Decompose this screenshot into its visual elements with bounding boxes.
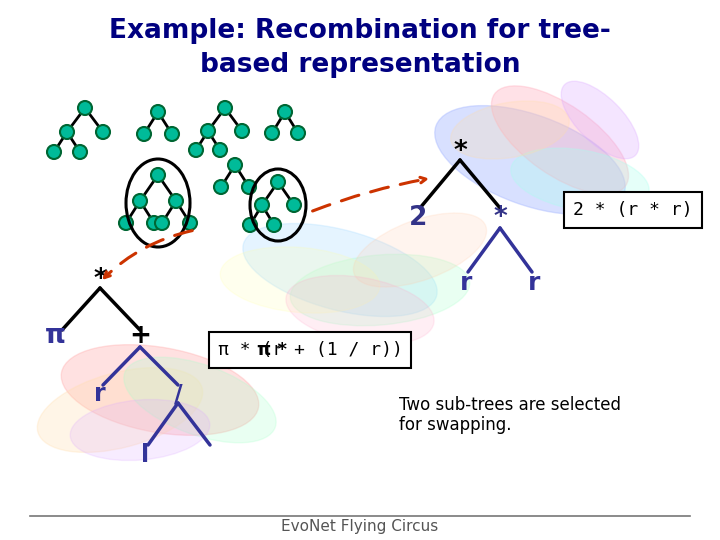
Circle shape	[271, 175, 285, 189]
Circle shape	[147, 216, 161, 230]
Ellipse shape	[243, 224, 437, 316]
Ellipse shape	[561, 81, 639, 159]
Circle shape	[218, 101, 232, 115]
Text: *: *	[93, 267, 107, 293]
Circle shape	[165, 127, 179, 141]
Circle shape	[189, 143, 203, 157]
Circle shape	[119, 216, 133, 230]
Circle shape	[169, 194, 183, 208]
Circle shape	[291, 126, 305, 140]
Ellipse shape	[37, 368, 202, 453]
Text: π *: π *	[257, 341, 287, 359]
Circle shape	[235, 124, 249, 138]
Circle shape	[243, 218, 257, 232]
Text: *: *	[453, 139, 467, 165]
Ellipse shape	[511, 148, 649, 212]
Text: EvoNet Flying Circus: EvoNet Flying Circus	[282, 518, 438, 534]
Text: l: l	[141, 443, 149, 467]
Ellipse shape	[124, 357, 276, 443]
Ellipse shape	[451, 101, 570, 159]
Circle shape	[78, 101, 92, 115]
Circle shape	[137, 127, 151, 141]
Ellipse shape	[354, 213, 487, 287]
Circle shape	[287, 198, 301, 212]
Text: 2 * (r * r): 2 * (r * r)	[573, 201, 693, 219]
Text: r: r	[528, 271, 540, 295]
Circle shape	[242, 180, 256, 194]
Ellipse shape	[435, 106, 625, 214]
Ellipse shape	[492, 86, 629, 194]
Ellipse shape	[286, 275, 434, 345]
Circle shape	[267, 218, 281, 232]
Text: r: r	[460, 271, 472, 295]
Ellipse shape	[61, 345, 258, 435]
Text: *: *	[493, 205, 507, 231]
Text: +: +	[129, 323, 151, 349]
Circle shape	[73, 145, 87, 159]
Ellipse shape	[71, 400, 210, 461]
Text: Example: Recombination for tree-: Example: Recombination for tree-	[109, 18, 611, 44]
Circle shape	[214, 180, 228, 194]
Text: π * (r + (1 / r)): π * (r + (1 / r))	[217, 341, 402, 359]
Circle shape	[151, 105, 165, 119]
Circle shape	[96, 125, 110, 139]
Text: r: r	[94, 382, 106, 406]
Circle shape	[228, 158, 242, 172]
Text: Two sub-trees are selected
for swapping.: Two sub-trees are selected for swapping.	[399, 396, 621, 434]
Ellipse shape	[290, 254, 469, 326]
Text: based representation: based representation	[199, 52, 521, 78]
Circle shape	[278, 105, 292, 119]
Circle shape	[47, 145, 61, 159]
Text: /: /	[174, 382, 182, 406]
Circle shape	[60, 125, 74, 139]
Circle shape	[155, 216, 169, 230]
Circle shape	[213, 143, 227, 157]
Circle shape	[201, 124, 215, 138]
Circle shape	[255, 198, 269, 212]
Text: π: π	[45, 323, 66, 349]
Ellipse shape	[220, 247, 379, 313]
Circle shape	[151, 168, 165, 182]
Text: 2: 2	[409, 205, 427, 231]
Circle shape	[265, 126, 279, 140]
Circle shape	[183, 216, 197, 230]
Circle shape	[133, 194, 147, 208]
